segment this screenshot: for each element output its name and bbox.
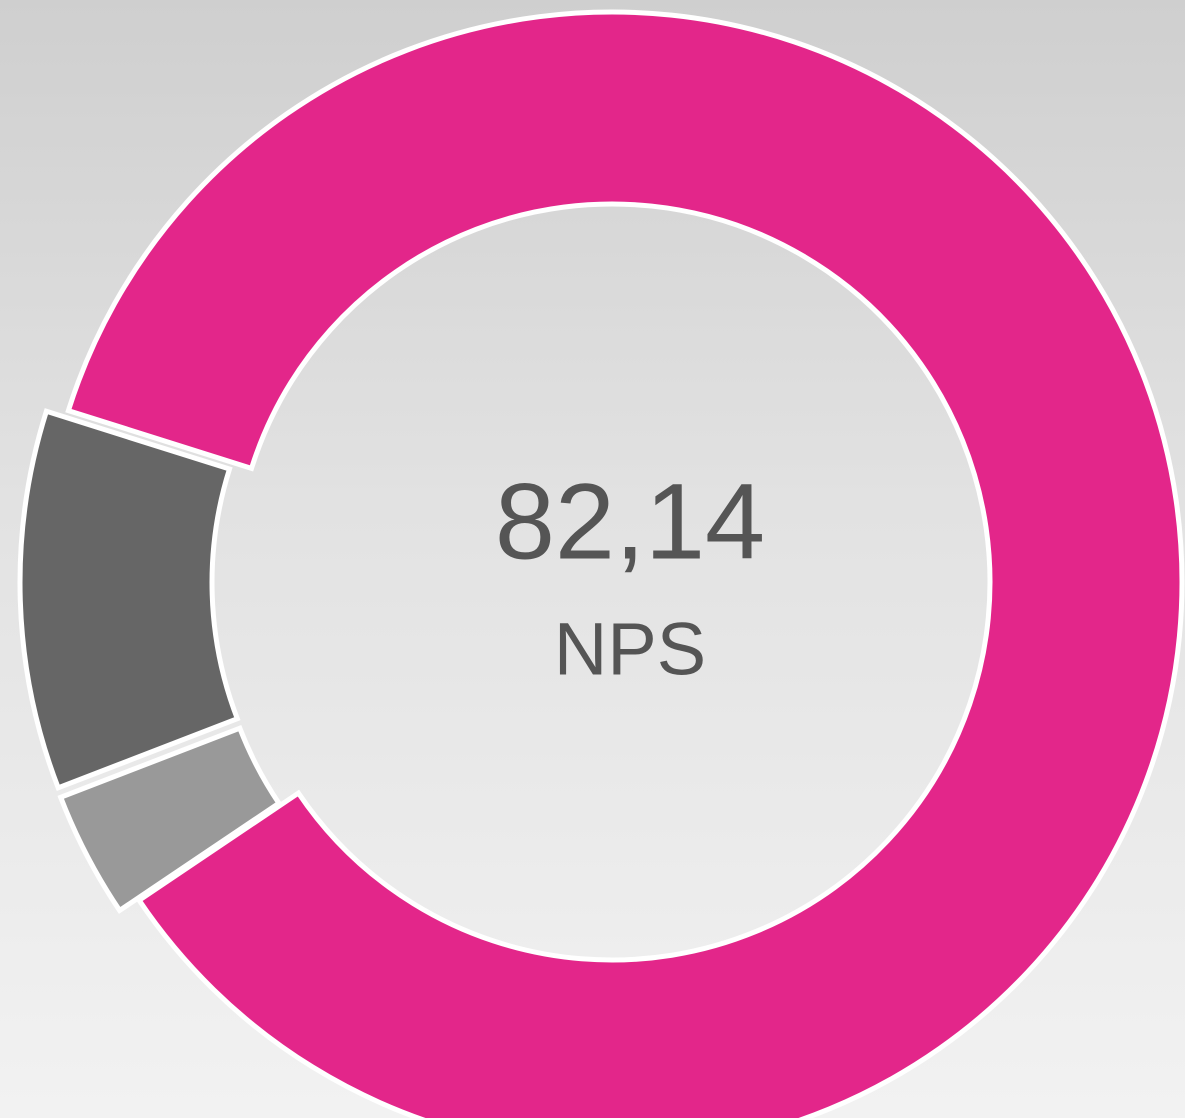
- donut-slice: [20, 411, 237, 788]
- center-label: NPS: [554, 608, 706, 691]
- center-value: 82,14: [495, 461, 765, 582]
- chart: 82,14 NPS: [0, 0, 1185, 1118]
